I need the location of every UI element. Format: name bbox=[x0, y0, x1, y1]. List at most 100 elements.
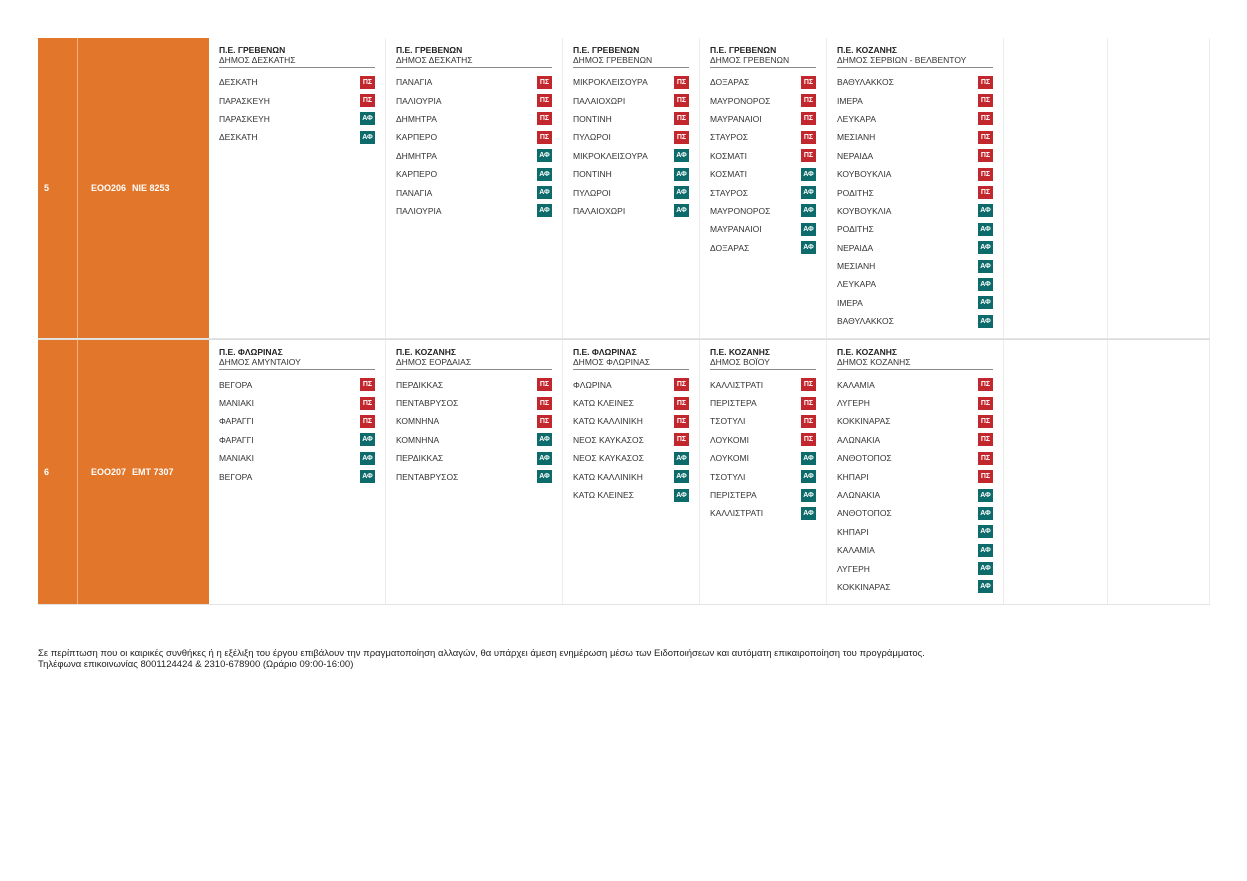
departure-badge: ΠΣ bbox=[978, 130, 993, 144]
stop-name: ΜΕΣΙΑΝΗ bbox=[837, 261, 876, 272]
stop-row: ΦΑΡΑΓΓΙ ΑΦ bbox=[219, 431, 375, 449]
stop-name: ΔΕΣΚΑΤΗ bbox=[219, 132, 258, 143]
departure-badge: ΠΣ bbox=[537, 414, 552, 428]
stop-row: ΝΕΟΣ ΚΑΥΚΑΣΟΣ ΠΣ bbox=[573, 431, 689, 449]
stop-name: ΠΑΡΑΣΚΕΥΗ bbox=[219, 113, 270, 124]
stop-row: ΚΟΣΜΑΤΙ ΑΦ bbox=[710, 165, 816, 183]
arrival-badge: ΑΦ bbox=[360, 451, 375, 465]
regional-unit: Π.Ε. ΚΟΖΑΝΗΣ bbox=[710, 347, 770, 358]
stop-name: ΔΕΣΚΑΤΗ bbox=[219, 77, 258, 88]
stop-name: ΑΛΩΝΑΚΙΑ bbox=[837, 434, 881, 445]
stop-row: ΝΕΡΑΙΔΑ ΑΦ bbox=[837, 239, 993, 257]
stop-row: ΚΟΜΝΗΝΑ ΑΦ bbox=[396, 431, 552, 449]
departure-badge: ΠΣ bbox=[978, 414, 993, 428]
departure-badge: ΠΣ bbox=[674, 75, 689, 89]
departure-badge: ΠΣ bbox=[674, 396, 689, 410]
regional-unit: Π.Ε. ΚΟΖΑΝΗΣ bbox=[837, 347, 897, 358]
arrival-badge: ΑΦ bbox=[537, 451, 552, 465]
stop-row: ΚΟΥΒΟΥΚΛΙΑ ΑΦ bbox=[837, 202, 993, 220]
stop-row: ΠΕΡΙΣΤΕΡΑ ΠΣ bbox=[710, 394, 816, 412]
departure-badge: ΠΣ bbox=[674, 112, 689, 126]
arrival-badge: ΑΦ bbox=[978, 506, 993, 520]
stop-name: ΛΟΥΚΟΜΙ bbox=[710, 453, 749, 464]
arrival-badge: ΑΦ bbox=[978, 488, 993, 502]
stop-row: ΑΝΘΟΤΟΠΟΣ ΑΦ bbox=[837, 504, 993, 522]
stop-row: ΠΕΡΔΙΚΚΑΣ ΑΦ bbox=[396, 449, 552, 467]
arrival-badge: ΑΦ bbox=[978, 296, 993, 310]
stop-row: ΝΕΟΣ ΚΑΥΚΑΣΟΣ ΑΦ bbox=[573, 449, 689, 467]
stop-name: ΠΕΡΙΣΤΕΡΑ bbox=[710, 398, 757, 409]
notice-line-contact: Τηλέφωνα επικοινωνίας 8001124424 & 2310-… bbox=[38, 659, 354, 670]
stop-name: ΠΑΝΑΓΙΑ bbox=[396, 187, 433, 198]
stop-row: ΦΑΡΑΓΓΙ ΠΣ bbox=[219, 412, 375, 430]
stop-name: ΠΕΡΔΙΚΚΑΣ bbox=[396, 453, 444, 464]
departure-badge: ΠΣ bbox=[674, 94, 689, 108]
stop-name: ΛΥΓΕΡΗ bbox=[837, 563, 870, 574]
stop-name: ΜΕΣΙΑΝΗ bbox=[837, 132, 876, 143]
stop-row: ΠΥΛΩΡΟΙ ΑΦ bbox=[573, 183, 689, 201]
stop-row: ΜΑΝΙΑΚΙ ΑΦ bbox=[219, 449, 375, 467]
departure-badge: ΠΣ bbox=[674, 130, 689, 144]
vehicle-cell: ΕΟΟ206 ΝΙΕ 8253 bbox=[78, 38, 209, 339]
stop-row: ΚΑΛΑΜΙΑ ΑΦ bbox=[837, 541, 993, 559]
municipality: ΔΗΜΟΣ ΕΟΡΔΑΙΑΣ bbox=[396, 357, 472, 368]
stop-row: ΠΑΡΑΣΚΕΥΗ ΠΣ bbox=[219, 91, 375, 109]
stop-name: ΙΜΕΡΑ bbox=[837, 95, 863, 106]
departure-badge: ΠΣ bbox=[978, 396, 993, 410]
stop-row: ΚΟΥΒΟΥΚΛΙΑ ΠΣ bbox=[837, 165, 993, 183]
stop-row: ΜΕΣΙΑΝΗ ΠΣ bbox=[837, 128, 993, 146]
stop-row: ΡΟΔΙΤΗΣ ΠΣ bbox=[837, 183, 993, 201]
stop-name: ΚΑΛΛΙΣΤΡΑΤΙ bbox=[710, 379, 764, 390]
license-plate: ΕΜΤ 7307 bbox=[132, 467, 174, 478]
municipality: ΔΗΜΟΣ ΚΟΖΑΝΗΣ bbox=[837, 357, 911, 368]
departure-badge: ΠΣ bbox=[801, 75, 816, 89]
departure-badge: ΠΣ bbox=[801, 94, 816, 108]
arrival-badge: ΑΦ bbox=[978, 259, 993, 273]
stop-row: ΑΝΘΟΤΟΠΟΣ ΠΣ bbox=[837, 449, 993, 467]
arrival-badge: ΑΦ bbox=[978, 277, 993, 291]
stop-row: ΚΑΤΩ ΚΑΛΛΙΝΙΚΗ ΑΦ bbox=[573, 467, 689, 485]
schedule-row: 6 ΕΟΟ207 ΕΜΤ 7307 Π.Ε. ΦΛΩΡΙΝΑΣ ΔΗΜΟΣ ΑΜΥΝΤΑ… bbox=[38, 339, 1210, 606]
stop-name: ΝΕΡΑΙΔΑ bbox=[837, 242, 874, 253]
area-header: Π.Ε. ΦΛΩΡΙΝΑΣ ΔΗΜΟΣ ΑΜΥΝΤΑΙΟΥ bbox=[219, 347, 375, 371]
stop-name: ΠΑΛΙΟΥΡΙΑ bbox=[396, 205, 442, 216]
stop-row: ΜΙΚΡΟΚΛΕΙΣΟΥΡΑ ΠΣ bbox=[573, 73, 689, 91]
stop-name: ΚΑΤΩ ΚΑΛΛΙΝΙΚΗ bbox=[573, 471, 643, 482]
departure-badge: ΠΣ bbox=[978, 94, 993, 108]
stop-name: ΝΕΟΣ ΚΑΥΚΑΣΟΣ bbox=[573, 434, 644, 445]
arrival-badge: ΑΦ bbox=[537, 204, 552, 218]
arrival-badge: ΑΦ bbox=[360, 130, 375, 144]
stop-name: ΚΑΛΑΜΙΑ bbox=[837, 379, 875, 390]
stop-name: ΚΟΚΚΙΝΑΡΑΣ bbox=[837, 581, 891, 592]
arrival-badge: ΑΦ bbox=[801, 488, 816, 502]
stop-name: ΔΟΞΑΡΑΣ bbox=[710, 77, 750, 88]
stop-row: ΠΑΡΑΣΚΕΥΗ ΑΦ bbox=[219, 110, 375, 128]
stop-row: ΒΑΘΥΛΑΚΚΟΣ ΠΣ bbox=[837, 73, 993, 91]
stop-row: ΜΑΝΙΑΚΙ ΠΣ bbox=[219, 394, 375, 412]
stop-name: ΚΑΤΩ ΚΑΛΛΙΝΙΚΗ bbox=[573, 416, 643, 427]
stop-name: ΤΣΟΤΥΛΙ bbox=[710, 471, 746, 482]
stop-row: ΦΛΩΡΙΝΑ ΠΣ bbox=[573, 375, 689, 393]
stop-row: ΛΕΥΚΑΡΑ ΠΣ bbox=[837, 110, 993, 128]
stop-name: ΛΕΥΚΑΡΑ bbox=[837, 279, 877, 290]
stop-name: ΒΕΓΟΡΑ bbox=[219, 471, 253, 482]
departure-badge: ΠΣ bbox=[801, 414, 816, 428]
stop-name: ΠΑΡΑΣΚΕΥΗ bbox=[219, 95, 270, 106]
stop-name: ΚΑΡΠΕΡΟ bbox=[396, 132, 438, 143]
stop-name: ΜΙΚΡΟΚΛΕΙΣΟΥΡΑ bbox=[573, 77, 648, 88]
departure-badge: ΠΣ bbox=[674, 378, 689, 392]
departure-badge: ΠΣ bbox=[674, 433, 689, 447]
stop-name: ΚΑΛΑΜΙΑ bbox=[837, 545, 875, 556]
arrival-badge: ΑΦ bbox=[674, 451, 689, 465]
departure-badge: ΠΣ bbox=[674, 414, 689, 428]
stop-name: ΝΕΟΣ ΚΑΥΚΑΣΟΣ bbox=[573, 453, 644, 464]
stop-row: ΚΑΤΩ ΚΛΕΙΝΕΣ ΠΣ bbox=[573, 394, 689, 412]
stop-name: ΠΟΝΤΙΝΗ bbox=[573, 169, 612, 180]
stop-name: ΜΙΚΡΟΚΛΕΙΣΟΥΡΑ bbox=[573, 150, 648, 161]
area-column: Π.Ε. ΓΡΕΒΕΝΩΝ ΔΗΜΟΣ ΔΕΣΚΑΤΗΣ ΠΑΝΑΓΙΑ ΠΣ ΠΑΛΙ… bbox=[386, 38, 563, 339]
schedule-row: 5 ΕΟΟ206 ΝΙΕ 8253 Π.Ε. ΓΡΕΒΕΝΩΝ ΔΗΜΟΣ ΔΕΣΚΑΤ… bbox=[38, 38, 1210, 340]
arrival-badge: ΑΦ bbox=[801, 451, 816, 465]
stop-row: ΠΑΛΙΟΥΡΙΑ ΠΣ bbox=[396, 91, 552, 109]
stop-row: ΚΑΤΩ ΚΑΛΛΙΝΙΚΗ ΠΣ bbox=[573, 412, 689, 430]
area-column: Π.Ε. ΦΛΩΡΙΝΑΣ ΔΗΜΟΣ ΑΜΥΝΤΑΙΟΥ ΒΕΓΟΡΑ ΠΣ ΜΑΝΙ… bbox=[209, 340, 386, 605]
